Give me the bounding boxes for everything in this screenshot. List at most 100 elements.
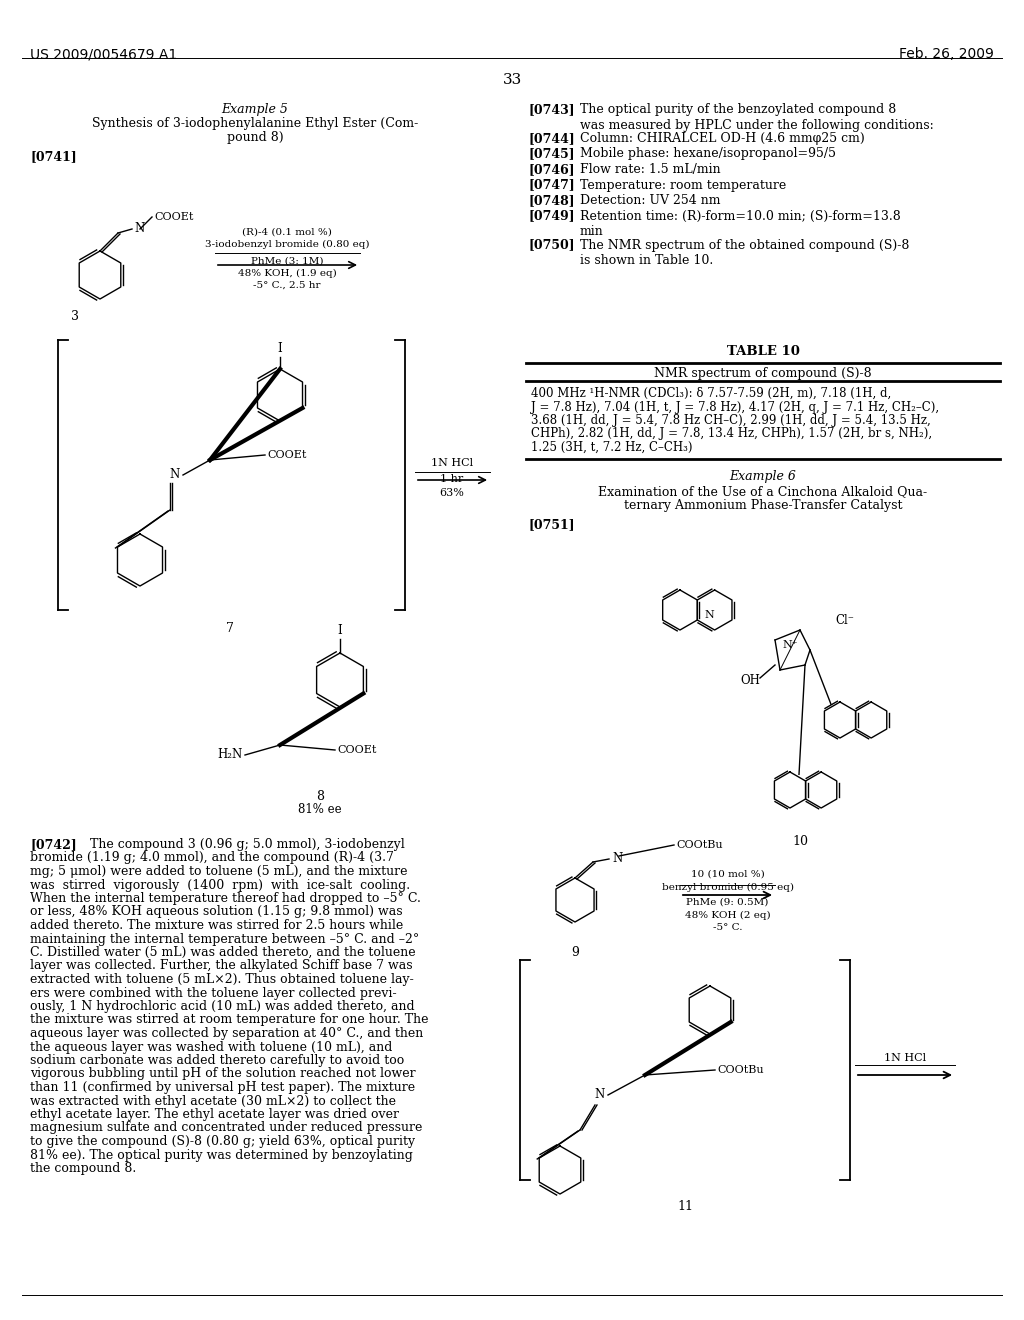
Text: I: I [338, 624, 342, 638]
Text: 48% KOH, (1.9 eq): 48% KOH, (1.9 eq) [238, 269, 336, 279]
Text: 81% ee). The optical purity was determined by benzoylating: 81% ee). The optical purity was determin… [30, 1148, 413, 1162]
Text: was measured by HPLC under the following conditions:: was measured by HPLC under the following… [580, 119, 934, 132]
Text: 9: 9 [571, 946, 579, 960]
Text: 1N HCl: 1N HCl [884, 1053, 926, 1063]
Text: 400 MHz ¹H-NMR (CDCl₃): δ 7.57-7.59 (2H, m), 7.18 (1H, d,: 400 MHz ¹H-NMR (CDCl₃): δ 7.57-7.59 (2H,… [531, 387, 891, 400]
Text: N: N [595, 1089, 605, 1101]
Text: OH: OH [740, 673, 760, 686]
Text: 10 (10 mol %): 10 (10 mol %) [690, 870, 764, 879]
Text: COOEt: COOEt [337, 744, 377, 755]
Text: or less, 48% KOH aqueous solution (1.15 g; 9.8 mmol) was: or less, 48% KOH aqueous solution (1.15 … [30, 906, 402, 919]
Text: Retention time: (R)-form=10.0 min; (S)-form=13.8: Retention time: (R)-form=10.0 min; (S)-f… [580, 210, 901, 223]
Text: N: N [170, 469, 180, 482]
Text: Temperature: room temperature: Temperature: room temperature [580, 178, 786, 191]
Text: 11: 11 [677, 1200, 693, 1213]
Text: Example 5: Example 5 [221, 103, 289, 116]
Text: [0746]: [0746] [528, 162, 574, 176]
Text: ers were combined with the toluene layer collected previ-: ers were combined with the toluene layer… [30, 986, 396, 999]
Text: The optical purity of the benzoylated compound 8: The optical purity of the benzoylated co… [580, 103, 896, 116]
Text: [0741]: [0741] [30, 150, 77, 162]
Text: 3: 3 [71, 310, 79, 323]
Text: was extracted with ethyl acetate (30 mL×2) to collect the: was extracted with ethyl acetate (30 mL×… [30, 1094, 396, 1107]
Text: sodium carbonate was added thereto carefully to avoid too: sodium carbonate was added thereto caref… [30, 1053, 404, 1067]
Text: Synthesis of 3-iodophenylalanine Ethyl Ester (Com-: Synthesis of 3-iodophenylalanine Ethyl E… [92, 117, 418, 129]
Text: -5° C.: -5° C. [713, 923, 742, 932]
Text: extracted with toluene (5 mL×2). Thus obtained toluene lay-: extracted with toluene (5 mL×2). Thus ob… [30, 973, 414, 986]
Text: 33: 33 [503, 73, 521, 87]
Text: PhMe (9: 0.5M): PhMe (9: 0.5M) [686, 898, 769, 907]
Text: 7: 7 [226, 622, 233, 635]
Text: 1.25 (3H, t, 7.2 Hz, C–CH₃): 1.25 (3H, t, 7.2 Hz, C–CH₃) [531, 441, 692, 454]
Text: COOtBu: COOtBu [717, 1065, 764, 1074]
Text: Detection: UV 254 nm: Detection: UV 254 nm [580, 194, 721, 207]
Text: added thereto. The mixture was stirred for 2.5 hours while: added thereto. The mixture was stirred f… [30, 919, 403, 932]
Text: is shown in Table 10.: is shown in Table 10. [580, 253, 714, 267]
Text: min: min [580, 224, 604, 238]
Text: [0745]: [0745] [528, 148, 574, 161]
Text: N: N [134, 223, 144, 235]
Text: [0748]: [0748] [528, 194, 574, 207]
Text: I: I [278, 342, 283, 355]
Text: vigorous bubbling until pH of the solution reached not lower: vigorous bubbling until pH of the soluti… [30, 1068, 416, 1081]
Text: than 11 (confirmed by universal pH test paper). The mixture: than 11 (confirmed by universal pH test … [30, 1081, 415, 1094]
Text: N⁺: N⁺ [782, 640, 798, 649]
Text: the mixture was stirred at room temperature for one hour. The: the mixture was stirred at room temperat… [30, 1014, 428, 1027]
Text: 3-iodobenzyl bromide (0.80 eq): 3-iodobenzyl bromide (0.80 eq) [205, 240, 370, 249]
Text: [0751]: [0751] [528, 517, 574, 531]
Text: CHPh), 2.82 (1H, dd, J = 7.8, 13.4 Hz, CHPh), 1.57 (2H, br s, NH₂),: CHPh), 2.82 (1H, dd, J = 7.8, 13.4 Hz, C… [531, 428, 932, 441]
Text: ethyl acetate layer. The ethyl acetate layer was dried over: ethyl acetate layer. The ethyl acetate l… [30, 1107, 399, 1121]
Text: magnesium sulfate and concentrated under reduced pressure: magnesium sulfate and concentrated under… [30, 1122, 422, 1134]
Text: Feb. 26, 2009: Feb. 26, 2009 [899, 48, 994, 61]
Text: 1N HCl: 1N HCl [431, 458, 473, 469]
Text: [0743]: [0743] [528, 103, 574, 116]
Text: Examination of the Use of a Cinchona Alkaloid Qua-: Examination of the Use of a Cinchona Alk… [598, 484, 928, 498]
Text: ously, 1 N hydrochloric acid (10 mL) was added thereto, and: ously, 1 N hydrochloric acid (10 mL) was… [30, 1001, 415, 1012]
Text: 81% ee: 81% ee [298, 803, 342, 816]
Text: [0742]: [0742] [30, 838, 77, 851]
Text: benzyl bromide (0.95 eq): benzyl bromide (0.95 eq) [662, 883, 794, 892]
Text: C. Distilled water (5 mL) was added thereto, and the toluene: C. Distilled water (5 mL) was added ther… [30, 946, 416, 960]
Text: Flow rate: 1.5 mL/min: Flow rate: 1.5 mL/min [580, 162, 721, 176]
Text: (R)-4 (0.1 mol %): (R)-4 (0.1 mol %) [242, 228, 332, 238]
Text: Mobile phase: hexane/isopropanol=95/5: Mobile phase: hexane/isopropanol=95/5 [580, 148, 836, 161]
Text: TABLE 10: TABLE 10 [727, 345, 800, 358]
Text: US 2009/0054679 A1: US 2009/0054679 A1 [30, 48, 177, 61]
Text: [0747]: [0747] [528, 178, 574, 191]
Text: COOEt: COOEt [267, 450, 306, 459]
Text: H₂N: H₂N [218, 748, 243, 762]
Text: NMR spectrum of compound (S)-8: NMR spectrum of compound (S)-8 [654, 367, 871, 380]
Text: to give the compound (S)-8 (0.80 g; yield 63%, optical purity: to give the compound (S)-8 (0.80 g; yiel… [30, 1135, 415, 1148]
Text: The compound 3 (0.96 g; 5.0 mmol), 3-iodobenzyl: The compound 3 (0.96 g; 5.0 mmol), 3-iod… [82, 838, 404, 851]
Text: The NMR spectrum of the obtained compound (S)-8: The NMR spectrum of the obtained compoun… [580, 239, 909, 252]
Text: 48% KOH (2 eq): 48% KOH (2 eq) [685, 911, 770, 920]
Text: 8: 8 [316, 789, 324, 803]
Text: 63%: 63% [439, 488, 465, 498]
Text: [0750]: [0750] [528, 239, 574, 252]
Text: the aqueous layer was washed with toluene (10 mL), and: the aqueous layer was washed with toluen… [30, 1040, 392, 1053]
Text: COOEt: COOEt [154, 213, 194, 222]
Text: mg; 5 μmol) were added to toluene (5 mL), and the mixture: mg; 5 μmol) were added to toluene (5 mL)… [30, 865, 408, 878]
Text: Column: CHIRALCEL OD-H (4.6 mmφ25 cm): Column: CHIRALCEL OD-H (4.6 mmφ25 cm) [580, 132, 864, 145]
Text: was  stirred  vigorously  (1400  rpm)  with  ice-salt  cooling.: was stirred vigorously (1400 rpm) with i… [30, 879, 411, 891]
Text: layer was collected. Further, the alkylated Schiff base 7 was: layer was collected. Further, the alkyla… [30, 960, 413, 973]
Text: bromide (1.19 g; 4.0 mmol), and the compound (R)-4 (3.7: bromide (1.19 g; 4.0 mmol), and the comp… [30, 851, 394, 865]
Text: When the internal temperature thereof had dropped to –5° C.: When the internal temperature thereof ha… [30, 892, 421, 906]
Text: PhMe (3: 1M): PhMe (3: 1M) [251, 257, 324, 267]
Text: the compound 8.: the compound 8. [30, 1162, 136, 1175]
Text: 1 hr: 1 hr [440, 474, 464, 484]
Text: aqueous layer was collected by separation at 40° C., and then: aqueous layer was collected by separatio… [30, 1027, 423, 1040]
Text: N: N [612, 853, 623, 866]
Text: J = 7.8 Hz), 7.04 (1H, t, J = 7.8 Hz), 4.17 (2H, q, J = 7.1 Hz, CH₂–C),: J = 7.8 Hz), 7.04 (1H, t, J = 7.8 Hz), 4… [531, 400, 939, 413]
Text: COOtBu: COOtBu [676, 840, 723, 850]
Text: -5° C., 2.5 hr: -5° C., 2.5 hr [253, 281, 321, 290]
Text: maintaining the internal temperature between –5° C. and –2°: maintaining the internal temperature bet… [30, 932, 419, 945]
Text: [0744]: [0744] [528, 132, 574, 145]
Text: pound 8): pound 8) [226, 131, 284, 144]
Text: N: N [705, 610, 715, 620]
Text: Example 6: Example 6 [729, 470, 797, 483]
Text: 10: 10 [792, 836, 808, 847]
Text: ternary Ammonium Phase-Transfer Catalyst: ternary Ammonium Phase-Transfer Catalyst [624, 499, 902, 512]
Text: 3.68 (1H, dd, J = 5.4, 7.8 Hz CH–C), 2.99 (1H, dd, J = 5.4, 13.5 Hz,: 3.68 (1H, dd, J = 5.4, 7.8 Hz CH–C), 2.9… [531, 414, 931, 426]
Text: Cl⁻: Cl⁻ [835, 614, 854, 627]
Text: [0749]: [0749] [528, 210, 574, 223]
